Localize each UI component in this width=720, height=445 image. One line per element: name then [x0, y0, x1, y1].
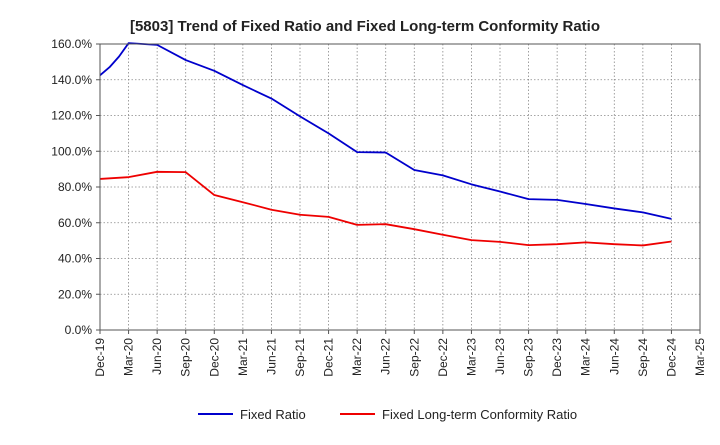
- x-tick-label: Mar-21: [236, 338, 250, 376]
- y-tick-label: 160.0%: [51, 37, 92, 51]
- x-tick-label: Jun-22: [379, 338, 393, 375]
- x-tick-label: Dec-24: [664, 338, 678, 377]
- y-tick-label: 0.0%: [65, 323, 93, 337]
- y-tick-label: 140.0%: [51, 73, 92, 87]
- y-tick-label: 80.0%: [58, 180, 92, 194]
- y-tick-label: 20.0%: [58, 287, 92, 301]
- x-tick-label: Dec-22: [436, 338, 450, 377]
- plot-area-border: [99, 43, 701, 331]
- x-tick-label: Jun-24: [607, 338, 621, 375]
- x-tick-label: Mar-20: [122, 338, 136, 376]
- x-tick-label: Mar-22: [350, 338, 364, 376]
- x-tick-label: Sep-20: [179, 338, 193, 377]
- x-tick-label: Sep-22: [407, 338, 421, 377]
- y-axis-tick-labels: 0.0% 20.0% 40.0% 60.0% 80.0% 100.0% 120.0% 140.…: [51, 37, 100, 337]
- x-tick-label: Sep-21: [293, 338, 307, 377]
- y-tick-label: 60.0%: [58, 216, 92, 230]
- x-tick-label: Jun-20: [150, 338, 164, 375]
- grid-lines: [100, 44, 700, 330]
- x-tick-label: Dec-20: [207, 338, 221, 377]
- x-tick-label: Dec-21: [322, 338, 336, 377]
- y-tick-label: 100.0%: [51, 144, 92, 158]
- x-tick-label: Sep-23: [522, 338, 536, 377]
- y-tick-label: 120.0%: [51, 109, 92, 123]
- x-tick-label: Jun-21: [264, 338, 278, 375]
- x-tick-label: Jun-23: [493, 338, 507, 375]
- series-line-2: [99, 170, 672, 247]
- x-tick-label: Mar-25: [693, 338, 707, 376]
- x-tick-label: Mar-24: [579, 338, 593, 376]
- y-tick-label: 40.0%: [58, 252, 92, 266]
- legend-label-2: Fixed Long-term Conformity Ratio: [382, 407, 577, 422]
- legend-label-1: Fixed Ratio: [240, 407, 306, 422]
- legend: Fixed Ratio Fixed Long-term Conformity Ra…: [198, 407, 577, 422]
- x-tick-label: Sep-24: [636, 338, 650, 377]
- x-tick-label: Mar-23: [464, 338, 478, 376]
- chart-title: [5803] Trend of Fixed Ratio and Fixed Lo…: [130, 18, 600, 35]
- x-axis-tick-labels: Dec-19 Mar-20 Jun-20 Sep-20 Dec-20 Mar-21 Jun-…: [93, 330, 707, 377]
- x-tick-label: Dec-23: [550, 338, 564, 377]
- x-tick-label: Dec-19: [93, 338, 107, 377]
